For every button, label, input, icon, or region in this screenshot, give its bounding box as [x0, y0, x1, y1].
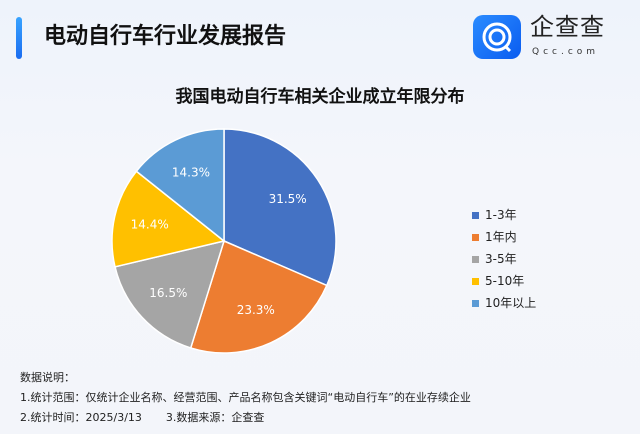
slice-label: 14.4% — [131, 217, 169, 231]
slice-label: 23.3% — [237, 303, 275, 317]
slice-label: 31.5% — [269, 192, 307, 206]
slice-label: 14.3% — [172, 165, 210, 179]
legend: 1-3年 1年内 3-5年 5-10年 10年以上 — [472, 204, 536, 314]
legend-swatch — [472, 255, 479, 263]
data-notes: 数据说明： 1.统计范围：仅统计企业名称、经营范围、产品名称包含关键词“电动自行… — [20, 368, 471, 428]
legend-swatch — [472, 233, 479, 241]
legend-item: 1-3年 — [472, 204, 536, 226]
pie-chart: 31.5% 23.3% 16.5% 14.4% 14.3% — [111, 128, 337, 354]
pie-slice-1 — [189, 239, 328, 354]
pie-slice-4 — [135, 128, 225, 243]
legend-label: 5-10年 — [485, 274, 525, 288]
legend-label: 10年以上 — [485, 296, 537, 310]
title-accent-bar — [16, 17, 22, 59]
legend-item: 3-5年 — [472, 248, 536, 270]
legend-swatch — [472, 299, 479, 307]
pie-slice-0 — [223, 128, 337, 287]
page-title: 电动自行车行业发展报告 — [44, 24, 287, 49]
brand-domain: Qcc.com — [532, 47, 600, 57]
legend-item: 10年以上 — [472, 292, 536, 314]
legend-label: 1年内 — [485, 230, 517, 244]
legend-swatch — [472, 277, 479, 285]
notes-date: 2.统计时间：2025/3/13 — [20, 411, 142, 424]
qcc-logo-icon — [473, 15, 521, 59]
pie-slice-3 — [111, 170, 226, 268]
legend-swatch — [472, 211, 479, 219]
slice-label: 16.5% — [149, 286, 187, 300]
legend-item: 1年内 — [472, 226, 536, 248]
notes-scope: 1.统计范围：仅统计企业名称、经营范围、产品名称包含关键词“电动自行车”的在业存… — [20, 391, 471, 404]
legend-item: 5-10年 — [472, 270, 536, 292]
pie-slice-2 — [114, 239, 226, 349]
legend-label: 3-5年 — [485, 252, 517, 266]
notes-heading: 数据说明： — [20, 371, 75, 384]
brand-name: 企查查 — [530, 13, 605, 41]
chart-title: 我国电动自行车相关企业成立年限分布 — [175, 87, 465, 107]
notes-source: 3.数据来源：企查查 — [165, 411, 265, 424]
legend-label: 1-3年 — [485, 208, 517, 222]
